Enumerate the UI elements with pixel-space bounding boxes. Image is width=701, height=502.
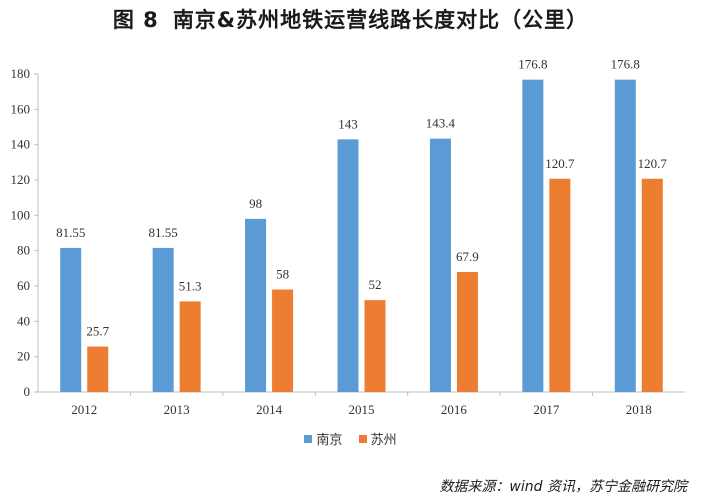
x-tick-label: 2018 (626, 402, 652, 417)
figure-title: 南京&苏州地铁运营线路长度对比（公里） (172, 8, 589, 32)
legend-item-nanjing: 南京 (304, 429, 342, 448)
data-label-nanjing-2015: 143 (338, 116, 358, 131)
x-tick-label: 2013 (164, 402, 190, 417)
bar-suzhou-2017 (549, 178, 571, 392)
legend-label-suzhou: 苏州 (370, 433, 397, 448)
x-tick-label: 2017 (533, 402, 560, 417)
data-label-suzhou-2018: 120.7 (638, 156, 668, 171)
data-label-suzhou-2013: 51.3 (179, 278, 202, 293)
bar-chart: 0 20 40 60 80 100 120 140 160 180 2012 81.55 25.7 201… (11, 57, 685, 417)
bar-nanjing-2012 (60, 247, 82, 392)
data-label-nanjing-2013: 81.55 (149, 225, 178, 240)
source-note: 数据来源：wind 资讯，苏宁金融研究院 (439, 479, 687, 495)
figure-label: 图 8 (112, 8, 159, 32)
y-tick-label: 60 (17, 278, 30, 293)
bar-suzhou-2014 (272, 289, 294, 392)
x-tick-label: 2016 (441, 402, 468, 417)
y-tick-label: 0 (24, 384, 31, 399)
legend-swatch-suzhou (358, 434, 367, 443)
x-tick-label: 2014 (256, 402, 283, 417)
bar-suzhou-2015 (364, 300, 386, 392)
data-label-suzhou-2014: 58 (276, 267, 289, 282)
bar-suzhou-2013 (179, 301, 201, 392)
bar-nanjing-2013 (152, 247, 174, 392)
legend: 南京 苏州 (0, 429, 701, 448)
data-label-nanjing-2014: 98 (249, 196, 262, 211)
x-tick-label: 2012 (71, 402, 97, 417)
bar-nanjing-2015 (337, 139, 359, 392)
y-tick-label: 140 (11, 137, 31, 152)
bar-suzhou-2018 (641, 178, 663, 392)
bar-suzhou-2016 (456, 272, 478, 392)
bar-nanjing-2016 (429, 138, 451, 392)
y-tick-label: 40 (17, 313, 30, 328)
x-tick-label: 2015 (349, 402, 375, 417)
bar-nanjing-2018 (614, 79, 636, 393)
chart-title: 图 8 南京&苏州地铁运营线路长度对比（公里） (0, 4, 701, 34)
y-tick-label: 20 (17, 349, 30, 364)
y-tick-label: 180 (11, 66, 31, 81)
y-tick-label: 100 (11, 207, 31, 222)
data-label-nanjing-2012: 81.55 (56, 225, 85, 240)
bar-nanjing-2014 (245, 218, 267, 392)
bar-nanjing-2017 (522, 79, 544, 393)
y-tick-label: 160 (11, 101, 31, 116)
data-label-nanjing-2016: 143.4 (426, 116, 456, 131)
data-label-suzhou-2016: 67.9 (456, 249, 479, 264)
data-label-nanjing-2018: 176.8 (611, 57, 640, 72)
data-label-nanjing-2017: 176.8 (518, 57, 547, 72)
y-tick-label: 120 (11, 172, 31, 187)
y-tick-label: 80 (17, 243, 30, 258)
data-label-suzhou-2012: 25.7 (86, 324, 109, 339)
bar-suzhou-2012 (87, 346, 109, 392)
legend-label-nanjing: 南京 (316, 433, 343, 448)
data-label-suzhou-2017: 120.7 (545, 156, 575, 171)
data-label-suzhou-2015: 52 (369, 277, 382, 292)
legend-swatch-nanjing (304, 434, 313, 443)
legend-item-suzhou: 苏州 (358, 429, 397, 448)
